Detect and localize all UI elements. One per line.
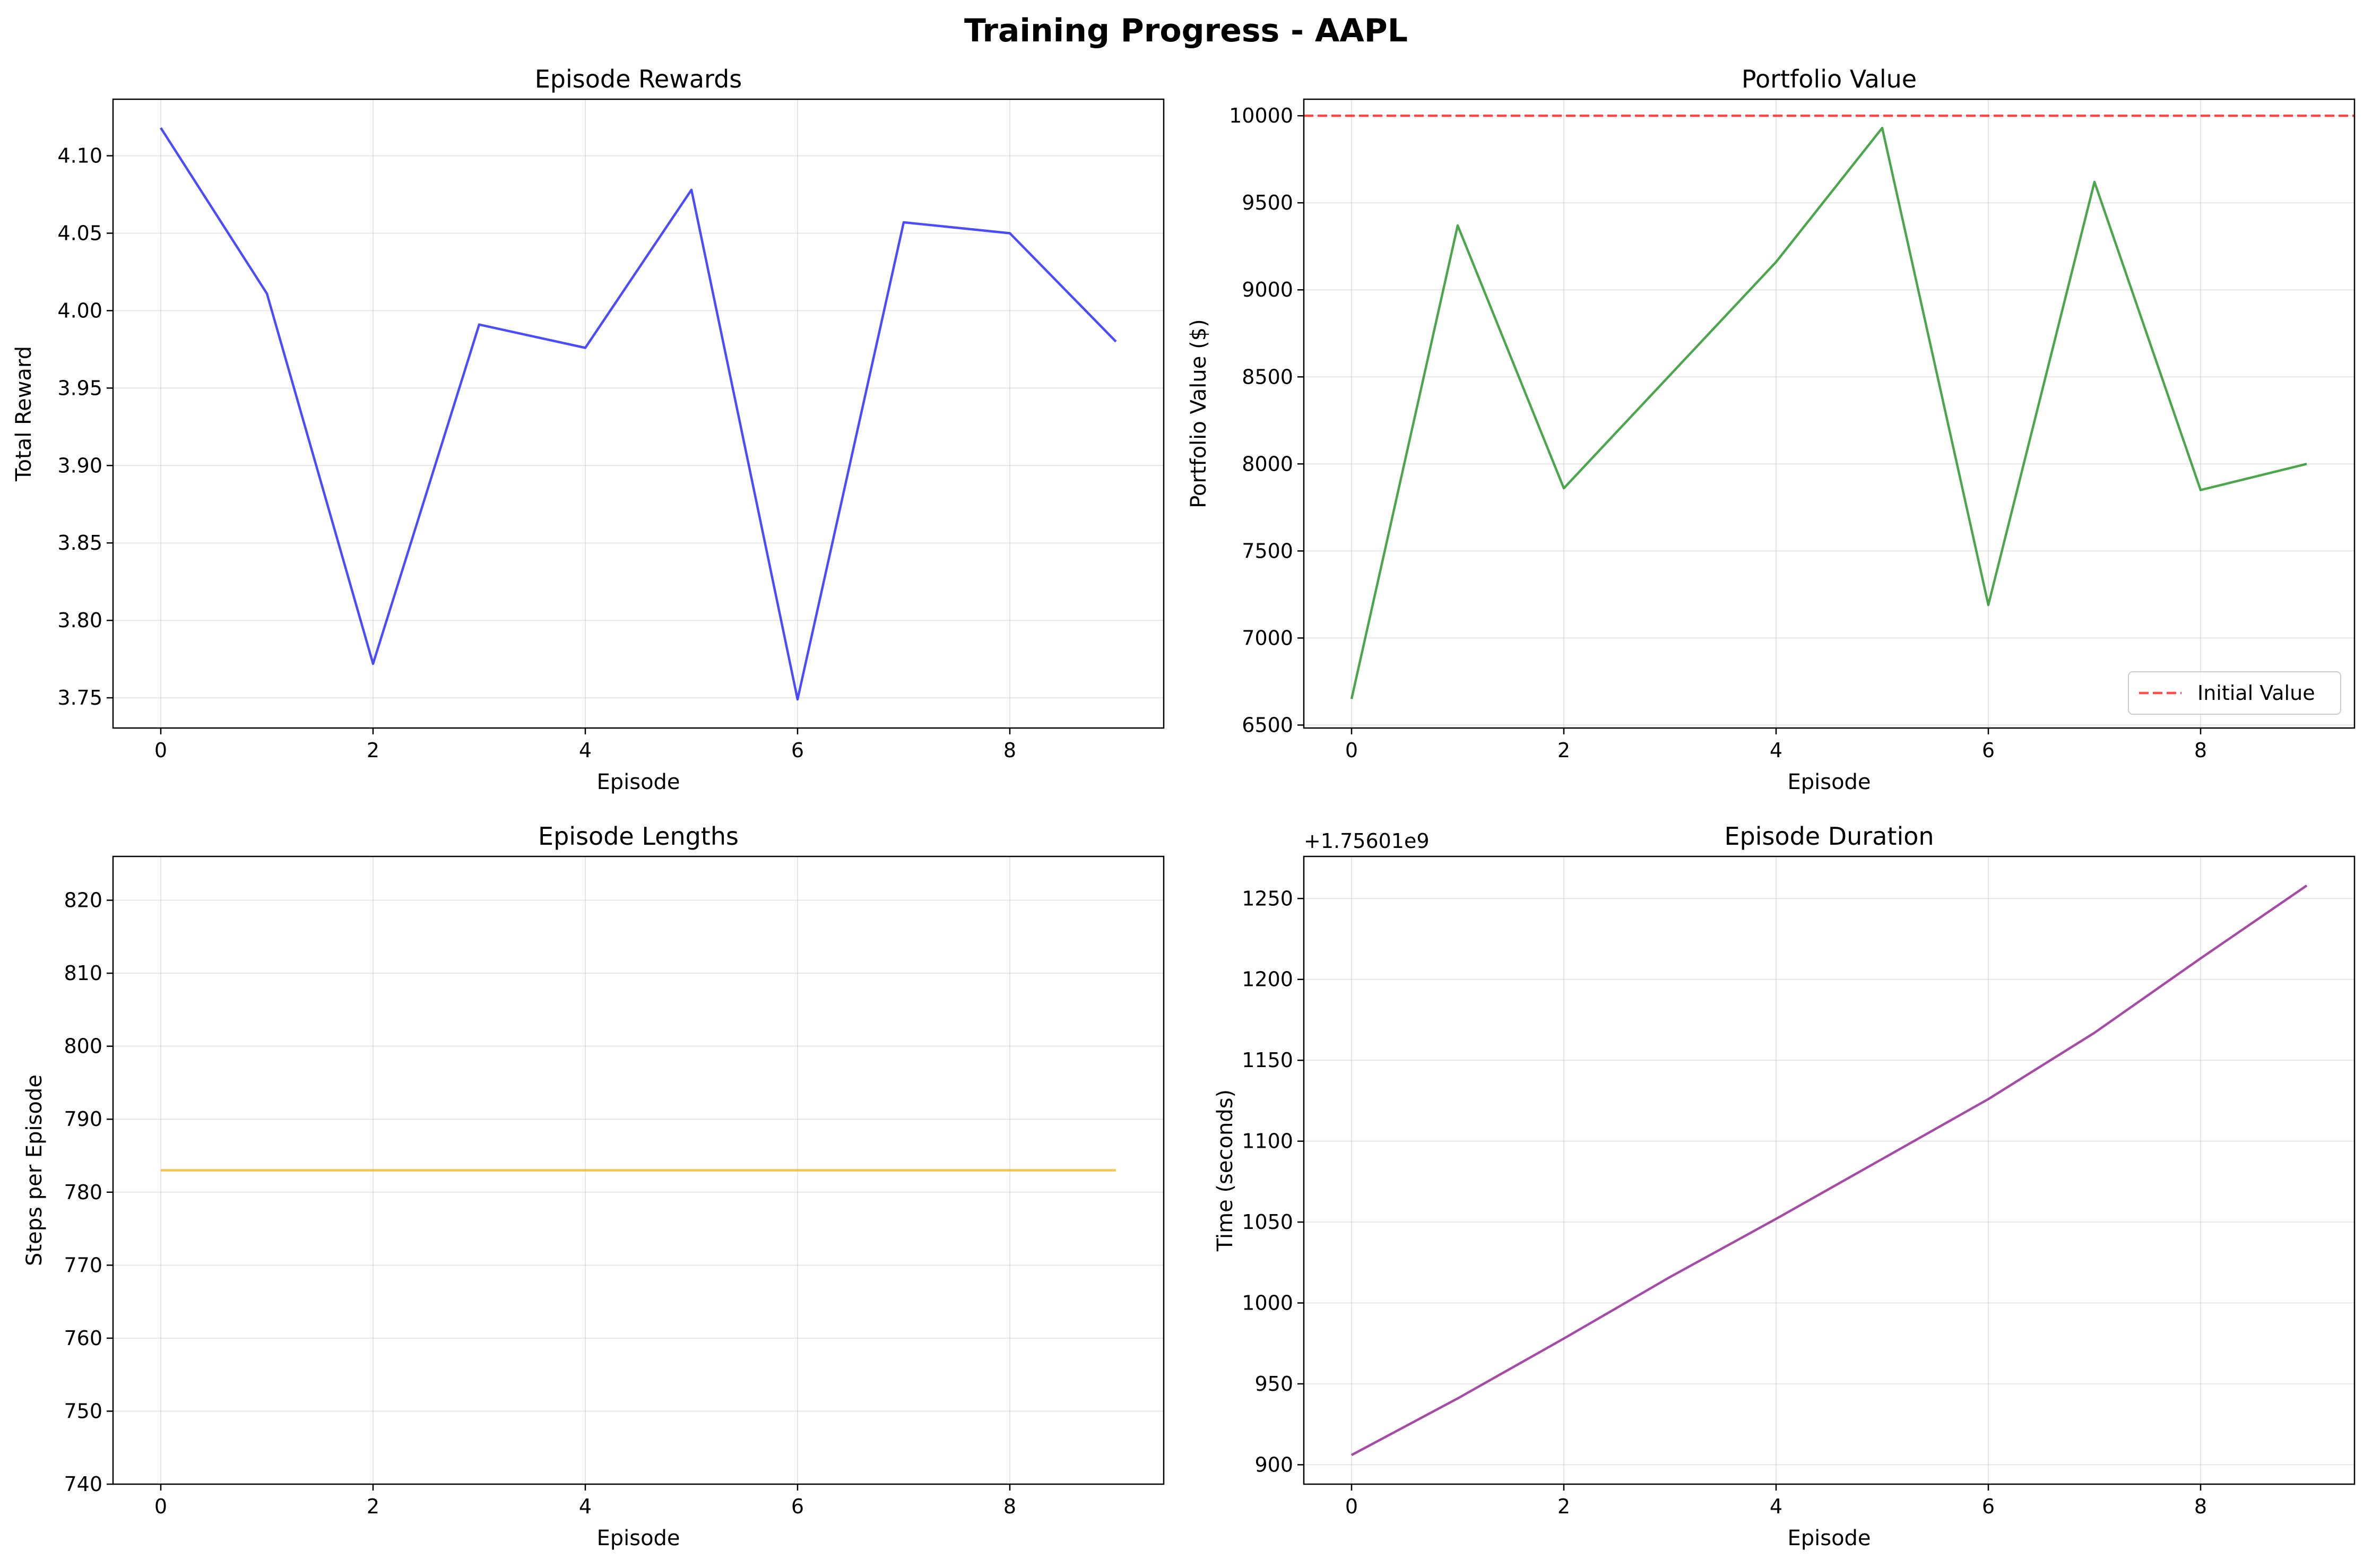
rewards-plot-area	[113, 99, 1164, 728]
duration-y-tick-label-1: 950	[1254, 1372, 1293, 1396]
rewards-x-tick-label-3: 6	[791, 739, 804, 762]
portfolio-chart: 0 2 4 6 8 6500 7000 7500 8000 8500 9000 9500 10000 Po…	[1187, 65, 2356, 794]
duration-grid	[1304, 856, 2354, 1484]
lengths-x-tick-label-1: 2	[367, 1495, 379, 1518]
duration-x-tick-label-1: 2	[1557, 1495, 1570, 1518]
duration-y-tick-label-7: 1250	[1242, 887, 1293, 910]
lengths-axes-frame	[112, 855, 1165, 1485]
lengths-x-tick-label-2: 4	[579, 1495, 592, 1518]
lengths-x-ticks: 0 2 4 6 8	[154, 1484, 1016, 1518]
duration-y-tick-label-0: 900	[1254, 1453, 1293, 1476]
portfolio-x-tick-label-0: 0	[1345, 739, 1358, 762]
lengths-x-axis-label: Episode	[596, 1526, 680, 1550]
duration-x-tick-label-3: 6	[1982, 1495, 1995, 1518]
rewards-x-tick-label-0: 0	[154, 739, 167, 762]
duration-x-tick-label-4: 8	[2194, 1495, 2207, 1518]
rewards-y-tick-label-5: 4.00	[57, 299, 102, 322]
portfolio-plot-area	[1304, 99, 2354, 728]
lengths-chart: 0 2 4 6 8 740 750 760 770 780 790 800 810 820 Episode …	[22, 822, 1165, 1550]
portfolio-x-ticks: 0 2 4 6 8	[1345, 728, 2207, 762]
duration-plot-area	[1304, 856, 2354, 1484]
portfolio-legend-box	[2128, 671, 2341, 715]
lengths-y-tick-label-5: 790	[64, 1107, 102, 1131]
lengths-y-tick-label-2: 760	[64, 1327, 102, 1350]
lengths-x-tick-label-0: 0	[154, 1495, 167, 1518]
duration-series-line-0	[1351, 885, 2308, 1457]
rewards-series-line-0	[160, 127, 1117, 701]
charts-container: 0 2 4 6 8 3.75 3.80 3.85 3.90 3.95 4.00 4.05 4.10 Epi…	[12, 65, 2356, 1550]
rewards-y-tick-label-1: 3.80	[57, 609, 102, 632]
lengths-y-tick-label-7: 810	[64, 961, 102, 985]
portfolio-legend: Initial Value	[2128, 671, 2341, 715]
lengths-y-tick-label-3: 770	[64, 1253, 102, 1277]
duration-y-axis-label: Time (seconds)	[1213, 1089, 1237, 1252]
lengths-y-ticks: 740 750 760 770 780 790 800 810 820	[64, 889, 113, 1496]
portfolio-x-tick-label-2: 4	[1770, 739, 1782, 762]
duration-y-tick-label-3: 1050	[1242, 1210, 1293, 1234]
duration-y-tick-label-2: 1000	[1242, 1292, 1293, 1315]
portfolio-y-tick-label-6: 9500	[1242, 191, 1293, 214]
duration-x-axis-label: Episode	[1787, 1526, 1871, 1550]
portfolio-y-tick-label-0: 6500	[1242, 713, 1293, 737]
duration-x-ticks: 0 2 4 6 8	[1345, 1484, 2207, 1518]
rewards-x-ticks: 0 2 4 6 8	[154, 728, 1016, 762]
rewards-y-tick-label-3: 3.90	[57, 454, 102, 477]
duration-y-ticks: 900 950 1000 1050 1100 1150 1200 1250	[1242, 887, 1304, 1476]
rewards-chart: 0 2 4 6 8 3.75 3.80 3.85 3.90 3.95 4.00 4.05 4.10 Epi…	[12, 65, 1165, 794]
portfolio-y-tick-label-7: 10000	[1229, 104, 1293, 127]
lengths-y-tick-label-8: 820	[64, 889, 102, 912]
lengths-y-tick-label-1: 750	[64, 1399, 102, 1423]
duration-x-tick-label-0: 0	[1345, 1495, 1358, 1518]
rewards-x-tick-label-4: 8	[1003, 739, 1016, 762]
portfolio-y-axis-label: Portfolio Value ($)	[1187, 319, 1211, 508]
rewards-y-tick-label-7: 4.10	[57, 144, 102, 168]
portfolio-y-tick-label-2: 7500	[1242, 539, 1293, 562]
portfolio-series-line-0	[1350, 126, 2307, 699]
rewards-axes-frame	[112, 98, 1165, 729]
portfolio-x-tick-label-4: 8	[2194, 739, 2207, 762]
portfolio-x-axis-label: Episode	[1787, 770, 1871, 794]
portfolio-y-ticks: 6500 7000 7500 8000 8500 9000 9500 10000	[1229, 104, 1304, 737]
duration-y-tick-label-4: 1100	[1242, 1130, 1293, 1153]
lengths-x-tick-label-4: 8	[1003, 1495, 1016, 1518]
lengths-title: Episode Lengths	[538, 822, 739, 851]
figure-title: Training Progress - AAPL	[964, 12, 1408, 49]
lengths-x-tick-label-3: 6	[791, 1495, 804, 1518]
lengths-y-tick-label-0: 740	[64, 1472, 102, 1496]
duration-x-tick-label-2: 4	[1770, 1495, 1782, 1518]
rewards-y-tick-label-4: 3.95	[57, 376, 102, 400]
rewards-y-ticks: 3.75 3.80 3.85 3.90 3.95 4.00 4.05 4.10	[57, 144, 113, 709]
duration-title: Episode Duration	[1724, 822, 1934, 851]
portfolio-y-tick-label-4: 8500	[1242, 365, 1293, 388]
portfolio-x-tick-label-3: 6	[1982, 739, 1995, 762]
rewards-y-axis-label: Total Reward	[12, 346, 36, 482]
portfolio-y-tick-label-3: 8000	[1242, 452, 1293, 475]
lengths-y-tick-label-6: 800	[64, 1035, 102, 1058]
rewards-title: Episode Rewards	[535, 65, 742, 93]
duration-y-offset-label: +1.75601e9	[1304, 829, 1430, 853]
rewards-y-tick-label-6: 4.05	[57, 221, 102, 245]
rewards-x-tick-label-2: 4	[579, 739, 592, 762]
rewards-y-tick-label-0: 3.75	[57, 686, 102, 709]
rewards-x-tick-label-1: 2	[367, 739, 379, 762]
portfolio-legend-label: Initial Value	[2197, 681, 2315, 705]
portfolio-title: Portfolio Value	[1742, 65, 1917, 93]
duration-y-tick-label-6: 1200	[1242, 968, 1293, 991]
duration-y-tick-label-5: 1150	[1242, 1049, 1293, 1072]
rewards-grid	[113, 99, 1164, 728]
portfolio-x-tick-label-1: 2	[1557, 739, 1570, 762]
rewards-x-axis-label: Episode	[596, 770, 680, 794]
portfolio-axes-frame	[1303, 98, 2356, 729]
duration-chart: 0 2 4 6 8 900 950 1000 1050 1100 1150 1200 1250 +1.75…	[1213, 822, 2356, 1550]
lengths-y-axis-label: Steps per Episode	[22, 1075, 47, 1266]
rewards-y-tick-label-2: 3.85	[57, 531, 102, 555]
lengths-y-tick-label-4: 780	[64, 1181, 102, 1204]
portfolio-y-tick-label-1: 7000	[1242, 626, 1293, 649]
duration-axes-frame	[1303, 855, 2356, 1485]
portfolio-y-tick-label-5: 9000	[1242, 278, 1293, 301]
